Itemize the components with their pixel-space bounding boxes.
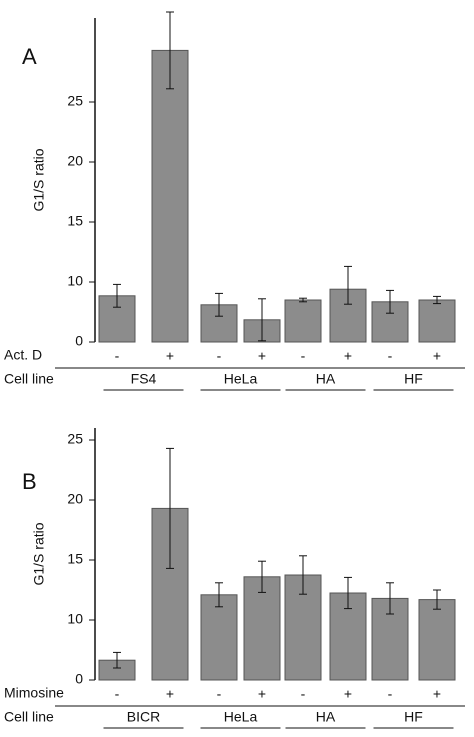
- bar: [418, 299, 456, 343]
- cell-line-label: Cell line: [4, 709, 54, 725]
- treatment-label: Mimosine: [4, 685, 64, 701]
- bar: [151, 49, 189, 343]
- y-tick-label: 20: [67, 153, 83, 169]
- y-tick-label: 0: [75, 671, 83, 687]
- panel-label: A: [22, 44, 37, 69]
- y-tick-label: 10: [67, 611, 83, 627]
- bar: [243, 576, 281, 681]
- y-axis-title: G1/S ratio: [31, 148, 47, 211]
- treatment-sign: +: [258, 348, 266, 364]
- y-tick-label: 20: [67, 491, 83, 507]
- treatment-sign: -: [388, 348, 393, 364]
- y-tick-label: 25: [67, 93, 83, 109]
- treatment-sign: -: [301, 686, 306, 702]
- y-tick-label: 25: [67, 431, 83, 447]
- bar: [284, 299, 322, 343]
- treatment-sign: +: [433, 686, 441, 702]
- treatment-sign: -: [217, 348, 222, 364]
- group-label: HeLa: [224, 371, 258, 387]
- treatment-sign: +: [433, 348, 441, 364]
- treatment-sign: +: [344, 348, 352, 364]
- bar: [200, 594, 238, 681]
- bar: [418, 599, 456, 681]
- group-label: HF: [404, 371, 423, 387]
- treatment-sign: +: [166, 686, 174, 702]
- cell-line-label: Cell line: [4, 371, 54, 387]
- y-tick-label: 10: [67, 273, 83, 289]
- treatment-sign: -: [115, 348, 120, 364]
- panel-label: B: [22, 469, 37, 494]
- y-tick-label: 0: [75, 333, 83, 349]
- group-label: HF: [404, 709, 423, 725]
- group-label: HeLa: [224, 709, 258, 725]
- group-label: HA: [316, 709, 336, 725]
- treatment-sign: +: [258, 686, 266, 702]
- treatment-sign: +: [166, 348, 174, 364]
- y-axis-title: G1/S ratio: [31, 522, 47, 585]
- treatment-sign: -: [388, 686, 393, 702]
- treatment-sign: -: [217, 686, 222, 702]
- group-label: HA: [316, 371, 336, 387]
- treatment-label: Act. D: [4, 347, 42, 363]
- group-label: FS4: [131, 371, 157, 387]
- treatment-sign: -: [301, 348, 306, 364]
- group-label: BICR: [127, 709, 160, 725]
- y-tick-label: 15: [67, 213, 83, 229]
- treatment-sign: -: [115, 686, 120, 702]
- y-tick-label: 15: [67, 551, 83, 567]
- treatment-sign: +: [344, 686, 352, 702]
